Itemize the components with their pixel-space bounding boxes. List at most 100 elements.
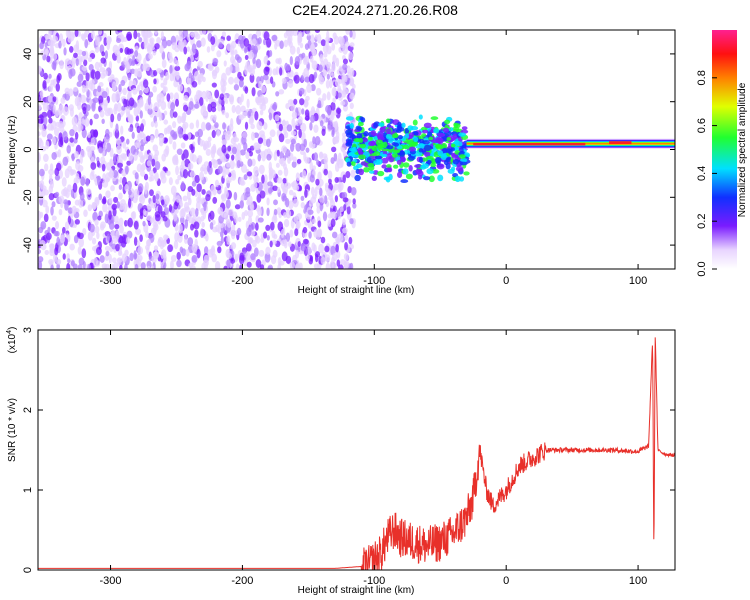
spectrogram-cell [289,55,293,66]
spectrogram-cell [134,263,139,269]
spectrogram-cell [100,221,106,229]
spectrogram-cell [41,111,48,118]
spectrogram-cell [338,181,344,191]
spectrogram-cell [239,200,244,209]
spectrogram-cell [115,137,122,146]
spectrogram-cell [70,169,77,175]
spectrogram-cell [154,161,161,171]
spectrogram-cell [345,170,351,179]
spectrogram-cell [202,110,209,120]
spectrogram-cell [214,89,220,99]
spectrogram-cell [428,175,435,183]
spectrogram-cell [205,193,211,202]
spectrogram-cell [305,147,310,153]
spectrogram-cell [191,43,197,54]
spectrogram-cell [332,205,337,213]
spectrogram-cell [210,36,216,45]
spectrogram-cell [316,205,321,214]
spectrogram-cell [406,140,414,145]
spectrogram-cell [105,142,112,153]
chart-title: C2E4.2024.271.20.26.R08 [292,2,458,18]
spectrogram-cell [210,44,215,52]
spectrogram-cell [94,196,100,207]
spectrogram-cell [116,201,120,209]
spectrogram-cell [319,187,323,197]
spectrogram-cell [446,137,451,141]
spectrogram-cell [200,207,205,216]
spectrogram-cell [181,153,185,161]
spectrogram-cell [133,106,139,117]
spectrogram-cell [134,50,139,58]
spectrogram-cell [85,178,90,187]
spectrogram-cell [103,99,109,107]
spectrogram-cell [178,223,183,234]
spectrogram-cell [423,144,432,152]
spectrogram-cell [140,262,146,269]
spectrogram-cell [94,129,98,138]
spectrogram-cell [272,185,278,192]
spectrogram-cell [229,159,235,170]
spectrogram-cell [119,264,123,269]
spectrogram-cell [327,219,332,227]
spectrogram-cell [151,158,156,167]
spectrogram-cell [143,86,149,94]
spectrogram-cell [38,256,44,263]
spectrogram-cell [291,111,298,120]
spectrogram-cell [116,102,122,112]
spectrogram-cell [203,144,207,151]
spectrogram-cell [56,236,60,246]
spectrogram-cell [335,244,339,253]
spectrogram-cell [196,248,201,259]
spectrogram-cell [217,103,222,112]
spectrogram-cell [91,168,95,177]
spectrogram-cell [244,86,249,94]
spectrogram-cell [93,113,99,120]
spectrogram-cell [211,129,216,139]
spectrogram-cell [294,185,300,191]
spectrogram-cell [226,252,233,259]
spectrogram-cell [265,224,271,231]
spectrogram-cell [329,211,334,218]
spectrogram-cell [44,48,50,55]
spectrogram-cell [69,45,74,53]
spectrogram-cell [67,258,71,264]
spectrogram-cell [426,160,432,165]
spectrogram-cell [170,129,176,138]
spectrogram-cell [64,58,71,65]
spectrogram-cell [314,186,318,197]
spectrogram-cell [386,164,392,168]
spectrogram-cell [196,40,202,48]
spectrogram-cell [249,73,255,84]
spectrogram-cell [119,225,124,234]
spectrogram-cell [93,257,99,268]
spectrogram-cell [436,160,441,166]
spectrogram-cell [128,152,133,162]
spectrogram-cell [168,52,173,60]
spectrogram-cell [97,85,102,93]
spectrogram-cell [152,144,159,152]
spectrogram-cell [281,120,287,127]
spectrogram-cell [345,116,354,121]
spectrogram-cell [163,77,168,86]
spectrogram-cell [99,67,106,73]
spectrogram-cell [116,144,122,155]
spectrogram-cell [399,156,406,163]
spectrogram-cell [173,80,179,88]
spectrogram-cell [349,92,355,100]
spectrogram-cell [72,182,78,193]
spectrogram-cell [316,159,320,166]
spectrogram-cell [330,101,336,111]
spectrogram-cell [207,30,214,34]
spectrogram-cell [39,42,44,50]
spectrogram-cell [319,201,324,212]
spectrogram-cell [207,136,212,142]
spectrogram-cell [225,112,230,119]
spectrogram-cell [191,180,197,187]
spectrogram-cell [141,30,146,38]
spectrogram-cell [201,189,206,195]
spectrogram-cell [160,199,165,206]
spectrogram-cell [320,256,326,265]
spectrogram-cell [296,46,301,55]
spectrogram-cell [290,104,296,112]
spectrogram-cell [230,154,235,161]
